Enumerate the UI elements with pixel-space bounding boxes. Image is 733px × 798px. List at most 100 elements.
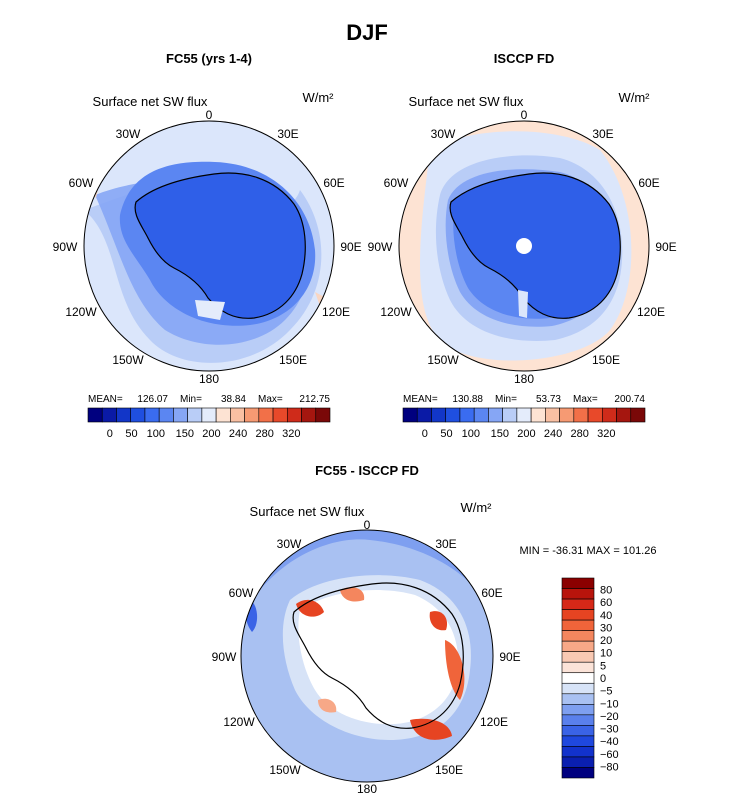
lon-label: 150E [435, 763, 463, 777]
lon-label: 120W [380, 305, 412, 319]
colorbar-cell [459, 407, 475, 423]
colorbar-cell [561, 682, 595, 695]
colorbar-cell [502, 407, 518, 423]
colorbar-tick-label: −10 [600, 698, 619, 710]
colorbar-cell [301, 407, 317, 423]
colorbar-cell [286, 407, 302, 423]
colorbar-cell [158, 407, 174, 423]
lon-label: 120W [65, 305, 97, 319]
colorbar: 0 50 100 150 200 240 280 320 [402, 407, 646, 440]
colorbar-cell [561, 756, 595, 768]
lon-label: 30W [277, 537, 302, 551]
colorbar-cell [130, 407, 146, 423]
colorbar-cell [187, 407, 203, 423]
colorbar-cell [473, 407, 489, 423]
panel-title: ISCCP FD [494, 51, 554, 66]
colorbar-tick-label: 80 [600, 585, 612, 597]
colorbar-cell [587, 407, 603, 423]
longitude-labels: 0 30E 60E 90E 120E 150E 180 150W 120W 90… [53, 108, 362, 386]
stat-value: 126.07 [137, 394, 168, 405]
colorbar-cell [559, 407, 575, 423]
lon-label: 90W [368, 240, 393, 254]
panel-subtitle: Surface net SW flux [250, 504, 365, 519]
colorbar-cell [488, 407, 503, 423]
colorbar-cell [87, 407, 103, 423]
lon-label: 30E [277, 127, 298, 141]
stats-line: MEAN= 130.88 Min= 53.73 Max= 200.74 [403, 394, 645, 405]
lon-label: 90E [340, 240, 361, 254]
lon-label: 60E [481, 586, 502, 600]
colorbar-tick-label: −80 [600, 761, 619, 773]
stats-text: MIN = -36.31 MAX = 101.26 [520, 545, 657, 557]
colorbar-cell [561, 746, 595, 758]
lon-label: 0 [364, 518, 371, 532]
lon-label: 180 [514, 372, 534, 386]
colorbar-cell [445, 407, 461, 423]
colorbar-cell [561, 735, 595, 747]
polar-map [84, 121, 334, 371]
stat-label: Min= [180, 394, 202, 405]
stat-value: 53.73 [536, 394, 561, 405]
colorbar-tick-label: −20 [600, 711, 619, 723]
colorbar-cell [561, 767, 595, 779]
lon-label: 60W [384, 176, 409, 190]
colorbar-tick-label: −60 [600, 749, 619, 761]
units-label: W/m² [460, 500, 492, 515]
colorbar-cell [402, 407, 418, 423]
panel-title: FC55 (yrs 1-4) [166, 51, 252, 66]
colorbar-cell [173, 407, 188, 423]
colorbar-cell [561, 630, 595, 642]
lon-label: 60E [638, 176, 659, 190]
colorbar-tick-label: 150 [491, 428, 509, 440]
colorbar-tick-label: 200 [517, 428, 535, 440]
colorbar-cell [530, 407, 546, 423]
longitude-labels: 0 30E 60E 90E 120E 150E 180 150W 120W 90… [368, 108, 677, 386]
colorbar-tick-label: 0 [107, 428, 113, 440]
stat-label: MEAN= [403, 394, 438, 405]
colorbar-cell [416, 407, 432, 423]
lon-label: 30W [116, 127, 141, 141]
lon-label: 60W [229, 586, 254, 600]
colorbar-tick-label: −40 [600, 736, 619, 748]
colorbar-tick-label: 30 [600, 622, 612, 634]
stat-label: MEAN= [88, 394, 123, 405]
lon-label: 60E [323, 176, 344, 190]
colorbar-cell [561, 619, 595, 631]
lon-label: 90E [499, 650, 520, 664]
colorbar-cell [244, 407, 260, 423]
colorbar-cell [616, 407, 632, 423]
units-label: W/m² [302, 90, 334, 105]
lon-label: 90W [53, 240, 78, 254]
colorbar-tick-label: 320 [597, 428, 615, 440]
lon-label: 30E [592, 127, 613, 141]
colorbar-cell [561, 609, 595, 621]
polar-map [399, 121, 649, 371]
lon-label: 150W [112, 353, 144, 367]
colorbar-cell [561, 651, 595, 663]
colorbar-cell [315, 407, 331, 423]
colorbar-cell [561, 598, 595, 610]
stat-value: 200.74 [614, 394, 645, 405]
stat-label: Max= [258, 394, 283, 405]
colorbar-tick-label: 50 [440, 428, 452, 440]
lon-label: 0 [206, 108, 213, 122]
colorbar-cell [561, 704, 595, 716]
longitude-labels: 0 30E 60E 90E 120E 150E 180 150W 120W 90… [212, 518, 521, 796]
colorbar-cell [561, 640, 595, 652]
colorbar-cell [144, 407, 160, 423]
lon-label: 120E [480, 715, 508, 729]
colorbar-tick-label: 5 [600, 660, 606, 672]
lon-label: 150E [592, 353, 620, 367]
colorbar-cell [561, 577, 595, 589]
colorbar-tick-label: 50 [125, 428, 137, 440]
lon-label: 150W [269, 763, 301, 777]
lon-label: 90E [655, 240, 676, 254]
lon-label: 180 [357, 782, 377, 796]
colorbar-cell [230, 407, 245, 423]
colorbar-tick-label: 240 [229, 428, 247, 440]
stat-value: 130.88 [452, 394, 483, 405]
lon-label: 60W [69, 176, 94, 190]
panel-subtitle: Surface net SW flux [93, 94, 208, 109]
panel-difference: FC55 - ISCCP FD Surface net SW flux W/m²… [212, 463, 657, 796]
